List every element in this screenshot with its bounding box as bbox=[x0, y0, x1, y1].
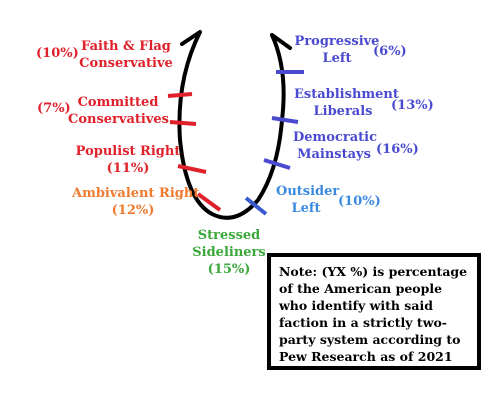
stressed-line1: Stressed bbox=[197, 228, 261, 243]
democratic-line1: Democratic bbox=[293, 130, 378, 145]
faction-label-ambivalent-right: Ambivalent Right (12%) bbox=[72, 185, 200, 219]
faction-pct-populist-right: (11%) bbox=[106, 161, 150, 176]
note-box: Note: (YX %) is percentage of the Americ… bbox=[267, 253, 481, 370]
tick-faith-flag bbox=[167, 92, 193, 98]
committed-line1: Committed bbox=[77, 95, 159, 110]
tick-committed-conservatives bbox=[169, 120, 197, 126]
faction-pct-democratic-mainstays: (16%) bbox=[376, 142, 419, 157]
horseshoe-curve bbox=[177, 30, 292, 220]
committed-line2: Conservatives bbox=[68, 112, 169, 127]
faction-label-faith-flag: Faith & Flag Conservative bbox=[76, 38, 176, 72]
establishment-line1: Establishment bbox=[294, 87, 399, 102]
faction-pct-stressed-sideliners: (15%) bbox=[207, 262, 251, 277]
faction-label-democratic-mainstays: Democratic Mainstays bbox=[293, 129, 378, 163]
faction-pct-outsider-left: (10%) bbox=[338, 194, 381, 209]
faction-label-progressive-left: Progressive Left bbox=[294, 33, 380, 67]
faction-label-committed-conservatives: Committed Conservatives bbox=[68, 94, 169, 128]
progressive-line2: Left bbox=[322, 51, 352, 66]
faction-label-populist-right: Populist Right (11%) bbox=[72, 143, 184, 177]
progressive-line1: Progressive bbox=[294, 34, 380, 49]
faction-pct-ambivalent-right: (12%) bbox=[111, 203, 155, 218]
democratic-line2: Mainstays bbox=[297, 147, 371, 162]
faction-pct-committed-conservatives: (7%) bbox=[37, 101, 71, 116]
faction-label-outsider-left: Outsider Left bbox=[276, 183, 340, 217]
ambivalent-line1: Ambivalent Right bbox=[72, 186, 200, 201]
tick-establishment-liberals bbox=[271, 116, 299, 124]
outsider-line1: Outsider bbox=[276, 184, 340, 199]
stressed-line2: Sideliners bbox=[192, 245, 266, 260]
faith-flag-line2: Conservative bbox=[79, 56, 173, 71]
faction-label-stressed-sideliners: Stressed Sideliners (15%) bbox=[186, 227, 272, 278]
tick-ambivalent-right bbox=[196, 192, 222, 212]
tick-democratic-mainstays bbox=[263, 158, 291, 170]
faction-pct-faith-flag: (10%) bbox=[36, 46, 79, 61]
tick-outsider-left bbox=[244, 196, 268, 216]
tick-populist-right bbox=[177, 164, 207, 174]
establishment-line2: Liberals bbox=[313, 104, 373, 119]
faith-flag-line1: Faith & Flag bbox=[81, 39, 171, 54]
outsider-line2: Left bbox=[291, 201, 321, 216]
populist-line1: Populist Right bbox=[75, 144, 181, 159]
faction-pct-progressive-left: (6%) bbox=[373, 44, 407, 59]
faction-label-establishment-liberals: Establishment Liberals bbox=[294, 86, 399, 120]
faction-pct-establishment-liberals: (13%) bbox=[391, 98, 434, 113]
